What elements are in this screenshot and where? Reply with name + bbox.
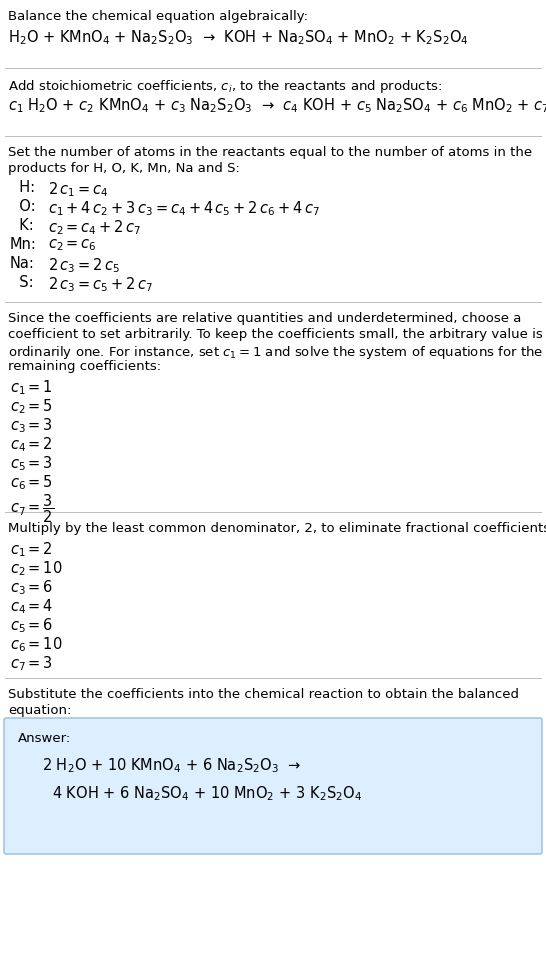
Text: equation:: equation: (8, 704, 72, 717)
Text: Mn:: Mn: (10, 237, 37, 252)
Text: remaining coefficients:: remaining coefficients: (8, 360, 161, 373)
Text: Answer:: Answer: (18, 732, 71, 745)
Text: ordinarily one. For instance, set $c_1 = 1$ and solve the system of equations fo: ordinarily one. For instance, set $c_1 =… (8, 344, 543, 361)
Text: Balance the chemical equation algebraically:: Balance the chemical equation algebraica… (8, 10, 308, 23)
Text: H$_2$O + KMnO$_4$ + Na$_2$S$_2$O$_3$  →  KOH + Na$_2$SO$_4$ + MnO$_2$ + K$_2$S$_: H$_2$O + KMnO$_4$ + Na$_2$S$_2$O$_3$ → K… (8, 28, 468, 47)
Text: Substitute the coefficients into the chemical reaction to obtain the balanced: Substitute the coefficients into the che… (8, 688, 519, 701)
Text: $c_5 = 3$: $c_5 = 3$ (10, 454, 53, 472)
Text: $c_7 = 3$: $c_7 = 3$ (10, 654, 53, 673)
Text: coefficient to set arbitrarily. To keep the coefficients small, the arbitrary va: coefficient to set arbitrarily. To keep … (8, 328, 543, 341)
Text: Multiply by the least common denominator, 2, to eliminate fractional coefficient: Multiply by the least common denominator… (8, 522, 546, 535)
Text: O:: O: (10, 199, 35, 214)
Text: $c_2 = 10$: $c_2 = 10$ (10, 559, 63, 577)
Text: $c_4 = 2$: $c_4 = 2$ (10, 435, 53, 454)
Text: $c_1 + 4\,c_2 + 3\,c_3 = c_4 + 4\,c_5 + 2\,c_6 + 4\,c_7$: $c_1 + 4\,c_2 + 3\,c_3 = c_4 + 4\,c_5 + … (48, 199, 320, 218)
Text: $c_3 = 6$: $c_3 = 6$ (10, 578, 54, 597)
Text: $c_5 = 6$: $c_5 = 6$ (10, 616, 54, 635)
Text: H:: H: (10, 180, 35, 195)
Text: $c_1$ H$_2$O + $c_2$ KMnO$_4$ + $c_3$ Na$_2$S$_2$O$_3$  →  $c_4$ KOH + $c_5$ Na$: $c_1$ H$_2$O + $c_2$ KMnO$_4$ + $c_3$ Na… (8, 96, 546, 115)
Text: $c_2 = c_6$: $c_2 = c_6$ (48, 237, 97, 252)
Text: Na:: Na: (10, 256, 35, 271)
Text: Since the coefficients are relative quantities and underdetermined, choose a: Since the coefficients are relative quan… (8, 312, 521, 325)
Text: $2\,c_1 = c_4$: $2\,c_1 = c_4$ (48, 180, 109, 199)
FancyBboxPatch shape (4, 718, 542, 854)
Text: $c_6 = 5$: $c_6 = 5$ (10, 473, 53, 491)
Text: $c_6 = 10$: $c_6 = 10$ (10, 635, 63, 654)
Text: $c_4 = 4$: $c_4 = 4$ (10, 597, 54, 616)
Text: $c_1 = 1$: $c_1 = 1$ (10, 378, 53, 397)
Text: $c_2 = 5$: $c_2 = 5$ (10, 397, 53, 416)
Text: $c_2 = c_4 + 2\,c_7$: $c_2 = c_4 + 2\,c_7$ (48, 218, 141, 237)
Text: 2 H$_2$O + 10 KMnO$_4$ + 6 Na$_2$S$_2$O$_3$  →: 2 H$_2$O + 10 KMnO$_4$ + 6 Na$_2$S$_2$O$… (42, 756, 301, 774)
Text: 4 KOH + 6 Na$_2$SO$_4$ + 10 MnO$_2$ + 3 K$_2$S$_2$O$_4$: 4 KOH + 6 Na$_2$SO$_4$ + 10 MnO$_2$ + 3 … (52, 784, 362, 803)
Text: $2\,c_3 = 2\,c_5$: $2\,c_3 = 2\,c_5$ (48, 256, 120, 274)
Text: K:: K: (10, 218, 34, 233)
Text: $c_1 = 2$: $c_1 = 2$ (10, 540, 53, 558)
Text: S:: S: (10, 275, 34, 290)
Text: $2\,c_3 = c_5 + 2\,c_7$: $2\,c_3 = c_5 + 2\,c_7$ (48, 275, 153, 293)
Text: Set the number of atoms in the reactants equal to the number of atoms in the: Set the number of atoms in the reactants… (8, 146, 532, 159)
Text: Add stoichiometric coefficients, $c_i$, to the reactants and products:: Add stoichiometric coefficients, $c_i$, … (8, 78, 442, 95)
Text: products for H, O, K, Mn, Na and S:: products for H, O, K, Mn, Na and S: (8, 162, 240, 175)
Text: $c_7 = \dfrac{3}{2}$: $c_7 = \dfrac{3}{2}$ (10, 492, 54, 525)
Text: $c_3 = 3$: $c_3 = 3$ (10, 416, 53, 435)
